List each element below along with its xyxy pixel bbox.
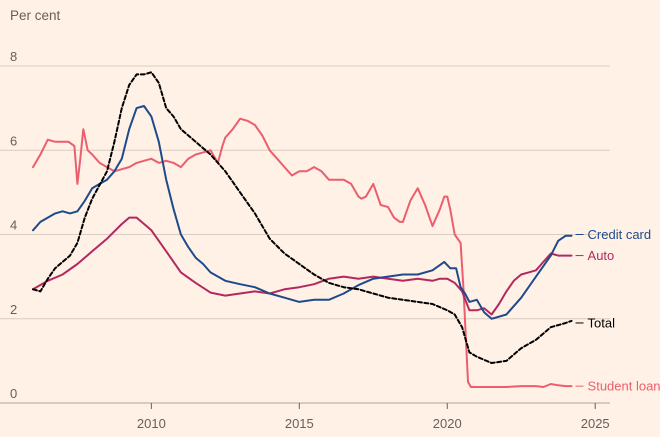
series-lines — [32, 71, 573, 388]
end-label-student-loan: Student loan — [588, 379, 660, 394]
x-tick-label-2015: 2015 — [285, 416, 314, 431]
y-tick-label-2: 2 — [10, 302, 17, 317]
end-label-credit-card: Credit card — [588, 227, 652, 242]
gridlines — [0, 65, 610, 404]
end-label-total: Total — [588, 315, 616, 330]
x-tick-label-2025: 2025 — [581, 416, 610, 431]
series-line-total — [32, 71, 573, 364]
y-tick-label-6: 6 — [10, 133, 17, 148]
end-label-auto: Auto — [588, 248, 615, 263]
y-tick-label-4: 4 — [10, 218, 17, 233]
x-tick-label-2020: 2020 — [433, 416, 462, 431]
y-axis-unit-label: Per cent — [10, 8, 61, 23]
x-axis-ticks: 2010 2015 2020 2025 — [137, 403, 610, 431]
series-line-auto — [32, 216, 573, 316]
y-tick-label-8: 8 — [10, 49, 17, 64]
y-tick-label-0: 0 — [10, 386, 17, 401]
series-end-labels: Credit card Auto Total Student loan — [575, 227, 660, 394]
x-tick-label-2010: 2010 — [137, 416, 166, 431]
series-line-student-loan — [32, 117, 573, 388]
y-axis-ticks: 0 2 4 6 8 — [10, 49, 17, 401]
